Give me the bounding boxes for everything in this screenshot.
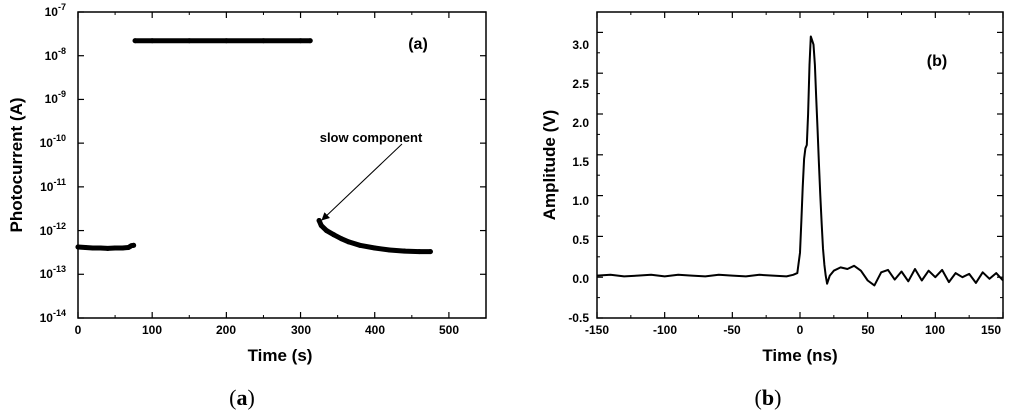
data-point <box>346 239 352 245</box>
data-point <box>318 223 324 229</box>
x-tick-label: 200 <box>216 323 236 337</box>
y-axis-label-b: Amplitude (V) <box>540 110 559 221</box>
y-tick-label: 0.0 <box>572 272 589 286</box>
y-tick-label: 0.5 <box>572 233 589 247</box>
chart-panel-b: (b) Amplitude (V) Time (ns) -0.5 0.0 0.5… <box>540 11 1004 410</box>
data-point <box>105 245 111 251</box>
y-tick-label: 1.0 <box>572 194 589 208</box>
data-point <box>260 38 266 44</box>
data-point <box>131 242 137 248</box>
data-point <box>120 245 126 251</box>
y-tick-label: 10-12 <box>40 221 66 238</box>
data-point <box>372 245 378 251</box>
tick-marks-a <box>77 11 486 319</box>
y-tick-label: 10-8 <box>45 46 66 63</box>
data-point <box>132 38 138 44</box>
x-tick-labels-a: 0 100 200 300 400 500 <box>75 323 460 337</box>
annotation-text-a: slow component <box>320 130 423 145</box>
data-point <box>307 38 313 44</box>
plot-frame-a <box>77 11 487 319</box>
y-tick-label: 10-14 <box>40 308 66 325</box>
y-tick-label: 10-7 <box>45 2 66 19</box>
x-axis-label-b: Time (ns) <box>762 346 837 365</box>
data-point <box>90 245 96 251</box>
data-point <box>387 247 393 253</box>
panel-label-b: (b) <box>927 53 947 70</box>
annotation-arrow-a <box>321 143 403 221</box>
data-point <box>82 244 88 250</box>
x-tick-label: 50 <box>861 323 875 337</box>
chart-panel-a: (a) slow component Photocurrent (A) Time… <box>7 2 487 410</box>
y-tick-labels-b: -0.5 0.0 0.5 1.0 1.5 2.0 2.5 3.0 <box>568 38 589 325</box>
data-point <box>338 236 344 242</box>
data-point <box>112 245 118 251</box>
x-tick-label: 400 <box>365 323 385 337</box>
y-tick-label: 3.0 <box>572 38 589 52</box>
y-tick-labels-a: 10-14 10-13 10-12 10-11 10-10 10-9 10-8 … <box>40 2 66 325</box>
data-point <box>427 249 433 255</box>
data-series-a <box>75 38 433 255</box>
amplitude-trace <box>596 35 1004 287</box>
caption-a: (a) <box>229 385 255 410</box>
y-tick-label: 10-13 <box>40 264 66 281</box>
data-point <box>75 244 81 250</box>
data-point <box>324 228 330 234</box>
data-point <box>357 242 363 248</box>
y-axis-label-a: Photocurrent (A) <box>7 97 26 232</box>
data-point <box>186 38 192 44</box>
data-point <box>298 38 304 44</box>
data-point <box>401 248 407 254</box>
y-tick-label: 2.0 <box>572 116 589 130</box>
y-tick-label: 2.5 <box>572 77 589 91</box>
data-series-b <box>596 35 1004 287</box>
x-axis-label-a: Time (s) <box>248 346 313 365</box>
x-tick-label: 0 <box>75 323 82 337</box>
x-tick-label: 500 <box>439 323 459 337</box>
x-tick-labels-b: -150 -100 -50 0 50 100 150 <box>585 323 1001 337</box>
x-tick-label: 0 <box>797 323 804 337</box>
data-point <box>97 245 103 251</box>
y-tick-label: 1.5 <box>572 155 589 169</box>
y-tick-label: -0.5 <box>568 311 589 325</box>
y-tick-label: 10-10 <box>40 133 66 150</box>
data-point <box>316 217 322 223</box>
caption-b: (b) <box>755 385 782 410</box>
x-tick-label: 100 <box>925 323 945 337</box>
x-tick-label: -150 <box>585 323 609 337</box>
y-tick-label: 10-11 <box>40 177 66 194</box>
x-tick-label: 300 <box>291 323 311 337</box>
data-point <box>149 38 155 44</box>
data-point <box>223 38 229 44</box>
data-point <box>416 249 422 255</box>
x-tick-label: 150 <box>981 323 1001 337</box>
x-tick-label: -100 <box>653 323 677 337</box>
panel-label-a: (a) <box>408 36 428 53</box>
x-tick-label: 100 <box>142 323 162 337</box>
y-tick-label: 10-9 <box>45 89 66 106</box>
x-tick-label: -50 <box>723 323 741 337</box>
data-point <box>331 232 337 238</box>
